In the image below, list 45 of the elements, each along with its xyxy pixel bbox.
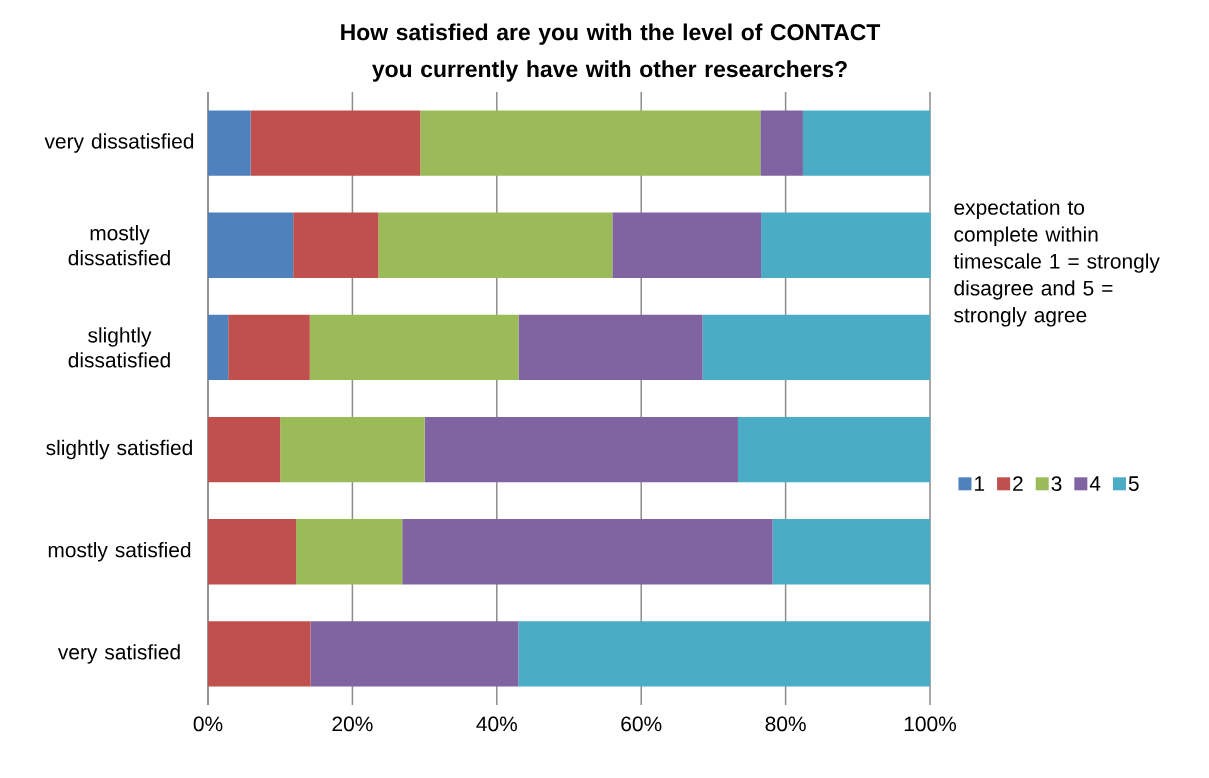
legend-label: 4 [1089, 476, 1101, 491]
legend-label: 3 [1051, 476, 1062, 492]
x-tick-label: 100% [904, 716, 957, 732]
y-tick-label: very satisfied [57, 644, 180, 664]
bar [702, 314, 931, 381]
bar [518, 314, 703, 381]
bar [802, 110, 931, 176]
bar [208, 212, 294, 278]
y-tick-label: mostly dissatisfied [68, 225, 170, 266]
bar [772, 519, 931, 585]
bar [208, 110, 251, 176]
x-tick-label: 80% [765, 716, 806, 732]
bar [737, 416, 931, 483]
legend-label: 2 [1013, 476, 1023, 491]
x-tick-label: 0% [193, 716, 223, 732]
bar [612, 212, 762, 278]
x-tick-label: 60% [621, 716, 662, 732]
bar [208, 621, 311, 687]
bar [518, 621, 931, 687]
bar [250, 110, 421, 176]
bar [293, 212, 379, 278]
y-tick-label: slightly dissatisfied [68, 327, 170, 368]
bar [296, 519, 403, 585]
bar [310, 621, 519, 687]
bar [760, 110, 803, 176]
bar [208, 416, 281, 483]
legend-label: 5 [1128, 476, 1139, 491]
y-tick-label: very dissatisfied [44, 133, 194, 153]
legend-label: 1 [975, 476, 985, 491]
x-tick-label: 20% [332, 716, 373, 732]
bar [208, 519, 297, 585]
bar [280, 416, 425, 483]
bar [420, 110, 761, 176]
bar [424, 416, 738, 483]
y-tick-label: mostly satisfied [48, 541, 191, 562]
bar [761, 212, 931, 278]
bar [378, 212, 613, 278]
legend-title: expectation to complete within timescale 1 = strongly disagree and 5 = strongly agree [953, 199, 1160, 327]
bar [228, 314, 310, 381]
x-tick-label: 40% [476, 716, 517, 732]
y-tick-label: slightly satisfied [46, 439, 192, 460]
bar [208, 314, 229, 381]
bar [402, 519, 773, 585]
chart-title: How satisfied are you with the level of CONTACT you currently have with other researchers? [341, 23, 881, 82]
bar [309, 314, 519, 381]
